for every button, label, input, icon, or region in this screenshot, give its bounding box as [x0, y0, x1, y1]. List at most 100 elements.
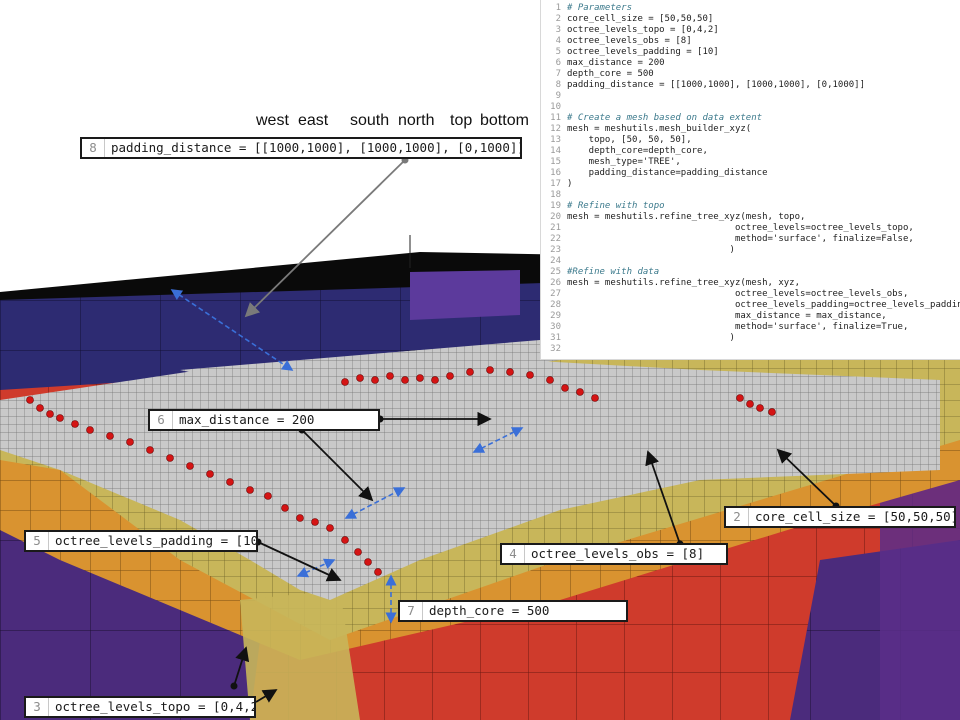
line-number: 1: [555, 3, 561, 13]
code-line: 24: [541, 256, 567, 267]
code-line: 31 ): [541, 333, 735, 344]
callout-max-distance: 6 max_distance = 200: [148, 409, 380, 431]
code-line: 9: [541, 91, 567, 102]
code-text: ): [567, 179, 573, 189]
code-text: max_distance = 200: [567, 58, 665, 68]
callout-text: octree_levels_padding = [10: [55, 533, 258, 548]
code-line: 1 # Parameters: [541, 3, 632, 14]
line-number: 31: [550, 333, 561, 343]
line-number: 10: [550, 102, 561, 112]
code-text: octree_levels_obs = [8]: [567, 36, 692, 46]
line-number: 2: [555, 14, 561, 24]
code-text: topo, [50, 50, 50],: [567, 135, 692, 145]
line-number: 11: [550, 113, 561, 123]
code-line: 25 #Refine with data: [541, 267, 659, 278]
callout-depth-core: 7 depth_core = 500: [398, 600, 628, 622]
callout-core-cell-size: 2 core_cell_size = [50,50,50]: [724, 506, 956, 528]
callout-octree-levels-padding: 5 octree_levels_padding = [10: [24, 530, 258, 552]
code-text: max_distance = max_distance,: [567, 311, 887, 321]
code-line: 14 depth_core=depth_core,: [541, 146, 708, 157]
code-line: 29 max_distance = max_distance,: [541, 311, 887, 322]
callout-line-number: 4: [504, 545, 525, 563]
line-number: 26: [550, 278, 561, 288]
code-line: 13 topo, [50, 50, 50],: [541, 135, 692, 146]
callout-text: depth_core = 500: [429, 603, 550, 618]
callout-leaders: [233, 159, 837, 703]
code-line: 3 octree_levels_topo = [0,4,2]: [541, 25, 719, 36]
line-number: 28: [550, 300, 561, 310]
callout-text: core_cell_size = [50,50,50]: [755, 509, 956, 524]
code-text: method='surface', finalize=False,: [567, 234, 914, 244]
callout-line-number: 7: [402, 602, 423, 620]
line-number: 22: [550, 234, 561, 244]
callout-line-number: 3: [28, 698, 49, 716]
line-number: 21: [550, 223, 561, 233]
code-text: depth_core = 500: [567, 69, 654, 79]
line-number: 12: [550, 124, 561, 134]
label-north: north: [398, 112, 435, 129]
line-number: 13: [550, 135, 561, 145]
code-text: ): [567, 245, 735, 255]
observation-points: [26, 366, 776, 576]
code-text: # Create a mesh based on data extent: [567, 113, 763, 123]
code-text: mesh = meshutils.refine_tree_xyz(mesh, t…: [567, 212, 806, 222]
line-number: 17: [550, 179, 561, 189]
line-number: 20: [550, 212, 561, 222]
code-line: 20 mesh = meshutils.refine_tree_xyz(mesh,…: [541, 212, 805, 223]
code-text: # Parameters: [567, 3, 633, 13]
code-line: 4 octree_levels_obs = [8]: [541, 36, 692, 47]
line-number: 8: [555, 80, 561, 90]
code-text: mesh_type='TREE',: [567, 157, 681, 167]
code-line: 30 method='surface', finalize=True,: [541, 322, 908, 333]
label-bottom: bottom: [480, 112, 529, 129]
code-line: 17): [541, 179, 572, 190]
callout-text: octree_levels_topo = [0,4,2: [55, 699, 256, 714]
line-number: 24: [550, 256, 561, 266]
callout-line-number: 6: [152, 411, 173, 429]
code-line: 11 # Create a mesh based on data extent: [541, 113, 762, 124]
code-text: padding_distance=padding_distance: [567, 168, 768, 178]
callout-text: max_distance = 200: [179, 412, 315, 427]
code-line: 27 octree_levels=octree_levels_obs,: [541, 289, 908, 300]
code-line: 7 depth_core = 500: [541, 69, 654, 80]
line-number: 9: [555, 91, 561, 101]
code-editor-panel: 1 # Parameters 2 core_cell_size = [50,50,50…: [540, 0, 960, 360]
line-number: 19: [550, 201, 561, 211]
line-number: 5: [555, 47, 561, 57]
label-top: top: [450, 112, 473, 129]
line-number: 14: [550, 146, 561, 156]
callout-text: octree_levels_obs = [8]: [531, 546, 705, 561]
code-text: #Refine with data: [567, 267, 660, 277]
code-text: depth_core=depth_core,: [567, 146, 708, 156]
code-line: 32: [541, 344, 567, 355]
code-line: 6 max_distance = 200: [541, 58, 665, 69]
code-line: 12 mesh = meshutils.mesh_builder_xyz(: [541, 124, 751, 135]
line-number: 29: [550, 311, 561, 321]
line-number: 30: [550, 322, 561, 332]
callout-line-number: 5: [28, 532, 49, 550]
code-line: 2 core_cell_size = [50,50,50]: [541, 14, 714, 25]
code-line: 5 octree_levels_padding = [10]: [541, 47, 719, 58]
line-number: 4: [555, 36, 561, 46]
line-number: 18: [550, 190, 561, 200]
code-text: padding_distance = [[1000,1000], [1000,1…: [567, 80, 866, 90]
code-line: 23 ): [541, 245, 735, 256]
code-line: 8 padding_distance = [[1000,1000], [1000,…: [541, 80, 865, 91]
label-west: west: [256, 112, 289, 129]
callout-line-number: 8: [84, 139, 105, 157]
code-text: octree_levels=octree_levels_obs,: [567, 289, 909, 299]
code-text: octree_levels_padding=octree_levels_padd…: [567, 300, 960, 310]
code-text: octree_levels_topo = [0,4,2]: [567, 25, 719, 35]
code-line: 19 # Refine with topo: [541, 201, 664, 212]
code-text: ): [567, 333, 735, 343]
code-text: octree_levels=octree_levels_topo,: [567, 223, 914, 233]
line-number: 32: [550, 344, 561, 354]
code-text: core_cell_size = [50,50,50]: [567, 14, 714, 24]
line-number: 7: [555, 69, 561, 79]
code-line: 22 method='surface', finalize=False,: [541, 234, 914, 245]
code-line: 21 octree_levels=octree_levels_topo,: [541, 223, 914, 234]
code-line: 26 mesh = meshutils.refine_tree_xyz(mesh,…: [541, 278, 800, 289]
line-number: 23: [550, 245, 561, 255]
line-number: 27: [550, 289, 561, 299]
